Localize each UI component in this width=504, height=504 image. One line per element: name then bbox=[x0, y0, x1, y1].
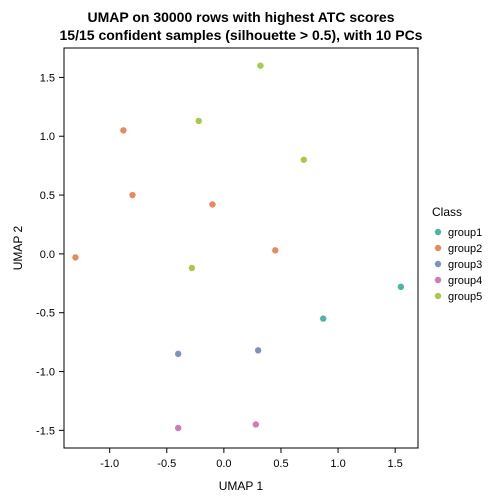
y-tick-label: -1.0 bbox=[36, 367, 55, 379]
legend-title: Class bbox=[432, 205, 462, 219]
legend-swatch bbox=[435, 261, 441, 267]
legend-label: group3 bbox=[448, 259, 482, 271]
legend-label: group2 bbox=[448, 243, 482, 255]
data-point bbox=[257, 62, 263, 68]
y-tick-label: 1.5 bbox=[40, 72, 55, 84]
x-tick-label: -0.5 bbox=[157, 458, 176, 470]
x-tick-label: 1.5 bbox=[388, 458, 403, 470]
x-tick-label: -1.0 bbox=[100, 458, 119, 470]
data-point bbox=[301, 157, 307, 163]
data-point bbox=[255, 347, 261, 353]
data-point bbox=[196, 118, 202, 124]
x-tick-label: 0.5 bbox=[273, 458, 288, 470]
y-tick-label: 0.5 bbox=[40, 190, 55, 202]
x-tick-label: 0.0 bbox=[216, 458, 231, 470]
y-axis-label: UMAP 2 bbox=[11, 225, 25, 270]
chart-title-line1: UMAP on 30000 rows with highest ATC scor… bbox=[87, 9, 394, 25]
y-tick-label: -0.5 bbox=[36, 308, 55, 320]
chart-container: UMAP on 30000 rows with highest ATC scor… bbox=[0, 0, 504, 504]
legend-label: group1 bbox=[448, 227, 482, 239]
scatter-plot: UMAP on 30000 rows with highest ATC scor… bbox=[0, 0, 504, 504]
legend-swatch bbox=[435, 277, 441, 283]
chart-title-line2: 15/15 confident samples (silhouette > 0.… bbox=[60, 27, 423, 43]
legend-label: group4 bbox=[448, 275, 482, 287]
data-point bbox=[253, 421, 259, 427]
legend-swatch bbox=[435, 229, 441, 235]
data-point bbox=[175, 425, 181, 431]
legend-label: group5 bbox=[448, 291, 482, 303]
data-point bbox=[272, 247, 278, 253]
plot-panel bbox=[64, 48, 418, 448]
data-point bbox=[129, 192, 135, 198]
data-point bbox=[320, 315, 326, 321]
data-point bbox=[175, 351, 181, 357]
data-point bbox=[189, 265, 195, 271]
x-tick-label: 1.0 bbox=[330, 458, 345, 470]
data-point bbox=[120, 127, 126, 133]
data-point bbox=[209, 201, 215, 207]
data-point bbox=[398, 284, 404, 290]
legend-swatch bbox=[435, 293, 441, 299]
y-tick-label: -1.5 bbox=[36, 425, 55, 437]
data-point bbox=[72, 254, 78, 260]
x-axis-label: UMAP 1 bbox=[219, 479, 264, 493]
legend-swatch bbox=[435, 245, 441, 251]
y-tick-label: 0.0 bbox=[40, 249, 55, 261]
y-tick-label: 1.0 bbox=[40, 131, 55, 143]
